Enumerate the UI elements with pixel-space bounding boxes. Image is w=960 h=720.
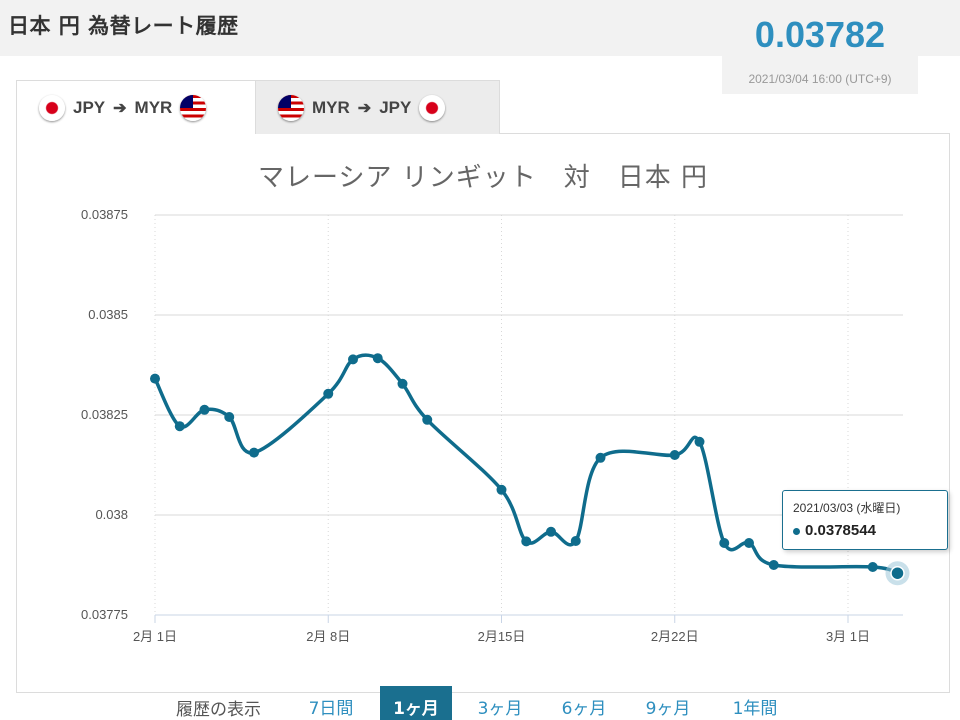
y-tick-label: 0.03775: [81, 607, 128, 622]
series-line: [153, 353, 899, 575]
data-point: [694, 436, 705, 447]
data-point: [595, 452, 606, 463]
x-tick-label: 2月 8日: [306, 629, 350, 644]
x-tick-label: 3月 1日: [826, 629, 870, 644]
rate-timestamp: 2021/03/04 16:00 (UTC+9): [748, 72, 892, 86]
data-point: [768, 560, 779, 570]
range-1-year-button[interactable]: 1年間: [732, 699, 778, 719]
data-point: [719, 538, 730, 548]
data-point: [224, 412, 235, 422]
tooltip-value: 0.0378544: [805, 522, 876, 539]
current-rate-value: 0.03782: [754, 14, 886, 55]
arrow-right-icon: ➔: [357, 99, 372, 117]
tooltip-value-row: 0.0378544: [793, 522, 937, 539]
data-point: [323, 388, 334, 399]
data-point: [422, 414, 433, 425]
tab-myr-to-jpy[interactable]: MYR ➔ JPY: [256, 80, 500, 134]
x-tick-label: 2月22日: [651, 629, 699, 644]
data-point: [496, 484, 507, 495]
x-tick-label: 2月 1日: [133, 629, 177, 644]
data-point: [867, 562, 878, 572]
page-title: 日本 円 為替レート履歴: [8, 14, 239, 38]
chart-tooltip: 2021/03/03 (水曜日) 0.0378544: [782, 490, 948, 550]
data-point: [174, 421, 185, 432]
tab-from-currency: MYR: [312, 97, 350, 117]
tab-jpy-to-myr[interactable]: JPY ➔ MYR: [16, 80, 256, 134]
data-point: [348, 354, 358, 365]
data-point: [546, 526, 556, 537]
data-point: [570, 536, 581, 546]
tab-to-currency: JPY: [379, 97, 412, 117]
current-rate-box: 0.03782 2021/03/04 16:00 (UTC+9): [722, 10, 918, 94]
range-9-months-button[interactable]: 9ヶ月: [645, 699, 691, 719]
highlighted-data-point: [890, 565, 905, 581]
data-point: [397, 378, 408, 389]
data-point: [150, 373, 160, 384]
y-tick-label: 0.03875: [81, 207, 128, 222]
series-dot-icon: [793, 527, 800, 535]
range-3-months-button[interactable]: 3ヶ月: [477, 699, 523, 719]
data-point: [199, 404, 210, 415]
x-tick-label: 2月15日: [478, 629, 526, 644]
tab-from-currency: JPY: [73, 97, 106, 117]
range-7-days-button[interactable]: 7日間: [308, 699, 354, 719]
y-tick-label: 0.03825: [81, 407, 128, 422]
arrow-right-icon: ➔: [113, 99, 127, 117]
data-point: [372, 353, 383, 364]
tooltip-date: 2021/03/03 (水曜日): [793, 501, 901, 515]
japan-flag-icon: [419, 94, 446, 121]
chart-title: マレーシア リンギット 対 日本 円: [257, 163, 708, 193]
range-6-months-button[interactable]: 6ヶ月: [561, 699, 607, 719]
range-label: 履歴の表示: [176, 700, 261, 720]
y-tick-label: 0.038: [95, 507, 128, 522]
japan-flag-icon: [39, 94, 65, 121]
data-point: [744, 538, 754, 548]
malaysia-flag-icon: [180, 94, 207, 121]
malaysia-flag-icon: [278, 94, 304, 121]
data-point: [521, 536, 532, 547]
data-point: [669, 450, 680, 460]
tab-to-currency: MYR: [134, 97, 173, 117]
range-1-month-button[interactable]: 1ヶ月: [380, 686, 452, 720]
y-tick-label: 0.0385: [88, 307, 128, 322]
data-point: [249, 447, 259, 458]
